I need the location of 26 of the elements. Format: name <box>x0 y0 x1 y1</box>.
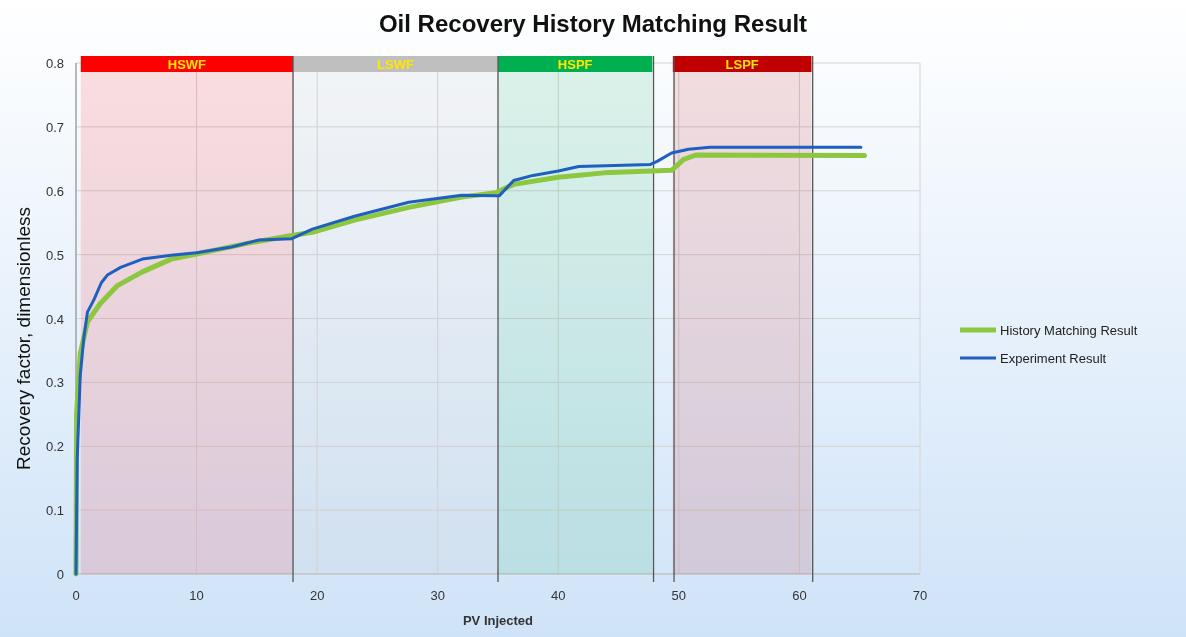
x-axis-title: PV Injected <box>462 613 534 628</box>
y-tick-label: 0.8 <box>45 56 64 71</box>
x-tick-label: 10 <box>189 588 204 603</box>
y-tick-label: 0.2 <box>45 439 64 455</box>
x-tick-label: 40 <box>551 588 566 603</box>
x-tick-label: 30 <box>430 588 445 603</box>
y-tick-label: 0 <box>56 567 64 582</box>
y-axis-title: Recovery factor, dimensionless <box>13 207 34 470</box>
chart-title: Oil Recovery History Matching Result <box>378 10 808 37</box>
band-label: LSWF <box>377 57 414 72</box>
legend-label: Experiment Result <box>1000 351 1107 366</box>
y-tick-label: 0.4 <box>45 311 64 327</box>
y-tick-label: 0.1 <box>45 503 64 519</box>
y-tick-label: 0.5 <box>45 247 64 263</box>
band-label: HSPF <box>557 57 593 72</box>
x-tick-label: 50 <box>671 588 687 603</box>
legend-label: History Matching Result <box>1000 323 1138 338</box>
y-tick-label: 0.6 <box>45 183 64 199</box>
x-tick-label: 20 <box>309 588 325 603</box>
x-tick-label: 60 <box>792 588 807 603</box>
band-label: LSPF <box>725 57 759 72</box>
y-tick-label: 0.3 <box>45 375 64 391</box>
y-tick-label: 0.7 <box>45 119 64 135</box>
x-tick-label: 70 <box>912 588 928 603</box>
x-tick-label: 0 <box>72 588 80 603</box>
band-label: HSWF <box>167 57 207 72</box>
